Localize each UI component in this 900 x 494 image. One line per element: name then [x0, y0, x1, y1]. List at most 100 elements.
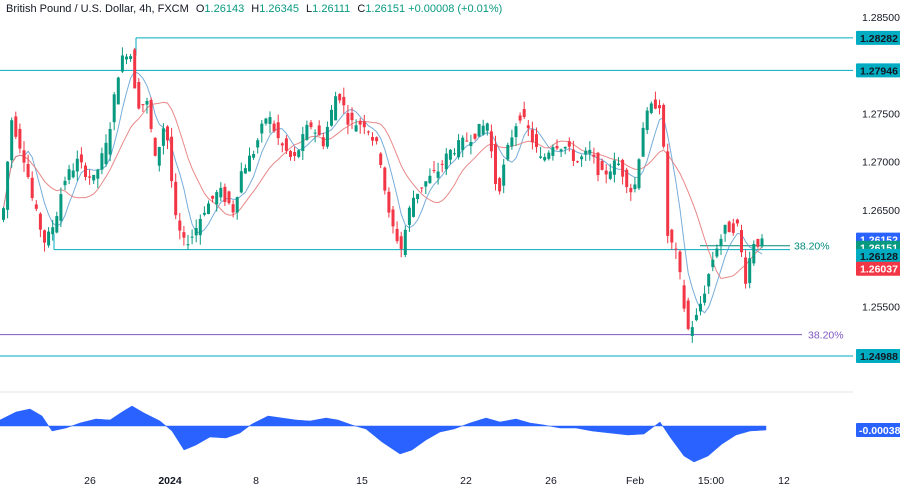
candle [719, 234, 723, 256]
candle [588, 141, 592, 161]
candle [641, 122, 645, 157]
candle-body [588, 149, 592, 154]
candle [752, 240, 756, 266]
candle [137, 78, 141, 110]
candle-body [395, 228, 399, 242]
candle [658, 99, 661, 115]
candle-body [690, 327, 694, 336]
candle-body [207, 203, 210, 214]
y-tick-label: 1.27500 [862, 108, 900, 120]
candle [612, 152, 616, 183]
candle [129, 53, 133, 62]
candle [699, 296, 702, 316]
candle-body [760, 238, 764, 247]
candle [231, 200, 235, 218]
candle [637, 158, 641, 190]
candle [219, 182, 223, 202]
candle-body [202, 212, 206, 215]
candle [469, 134, 473, 155]
candle [166, 125, 169, 150]
candle [186, 234, 190, 250]
candle-body [465, 140, 469, 142]
candle-body [444, 153, 448, 170]
candle [617, 157, 620, 166]
candle [256, 138, 260, 154]
candle-body [506, 144, 510, 160]
candle-body [551, 147, 555, 156]
candle [539, 146, 543, 159]
candles [2, 47, 764, 343]
candle [744, 250, 748, 289]
candle [584, 147, 588, 161]
candle-body [596, 152, 600, 176]
candle [555, 139, 559, 151]
candle [703, 285, 707, 306]
candle-body [571, 149, 575, 161]
candle-body [567, 141, 571, 147]
candle [325, 121, 329, 149]
candle [63, 176, 67, 190]
candle [371, 132, 374, 146]
x-tick-label: 26 [84, 475, 96, 487]
candle-body [371, 136, 374, 141]
candle-body [489, 131, 493, 152]
candle [330, 105, 333, 127]
time-axis[interactable]: 26 2024 8 15 22 26 Feb 15:00 12 [84, 475, 790, 487]
candle [276, 114, 280, 145]
candle [313, 129, 317, 143]
candle [182, 226, 186, 246]
candle [694, 308, 698, 322]
candle-body [129, 56, 133, 59]
candle [223, 183, 227, 207]
candle-body [727, 221, 731, 233]
candle [55, 211, 59, 234]
candle-body [518, 115, 522, 121]
moving-averages [3, 70, 763, 314]
oscillator-area [0, 405, 767, 463]
candle-body [604, 170, 608, 175]
candle-body [317, 125, 321, 136]
candle-body [194, 228, 198, 236]
candle-body [461, 137, 465, 151]
price-tag-label: 1.27946 [860, 65, 898, 77]
price-tag [856, 349, 900, 364]
candle-body [243, 168, 247, 174]
candle [666, 143, 670, 244]
candle [731, 218, 735, 236]
candle [453, 148, 456, 156]
candle-body [149, 99, 153, 129]
candle-body [141, 104, 145, 106]
candle [153, 137, 157, 157]
candle-body [215, 192, 219, 205]
candle [260, 119, 264, 143]
candle-body [38, 213, 42, 230]
y-tick-label: 1.25500 [862, 302, 900, 314]
candle-body [543, 157, 547, 161]
candle [559, 148, 563, 157]
candle [756, 238, 760, 249]
candle [436, 162, 440, 185]
candle [268, 111, 272, 134]
candle-body [453, 153, 456, 155]
candle-body [276, 122, 280, 139]
ma-fast-line [3, 70, 763, 314]
candle [432, 161, 436, 174]
close-value: 1.26151 [365, 3, 406, 15]
candle-body [47, 231, 51, 246]
price-axis[interactable]: 1.28500 1.27500 1.27000 1.26500 1.25500 1.282… [856, 12, 900, 363]
candle-body [125, 56, 128, 60]
candle [412, 190, 415, 218]
candle-body [740, 230, 743, 253]
candle-body [211, 195, 215, 199]
candle-body [584, 150, 588, 155]
x-tick-label: 15 [356, 475, 368, 487]
oscillator-pane: -0.00038 [0, 391, 900, 463]
candle [707, 273, 711, 294]
candle-body [6, 161, 10, 210]
candle-body [756, 238, 760, 247]
candle [293, 146, 297, 162]
candle-body [375, 137, 379, 142]
candle [592, 147, 596, 164]
